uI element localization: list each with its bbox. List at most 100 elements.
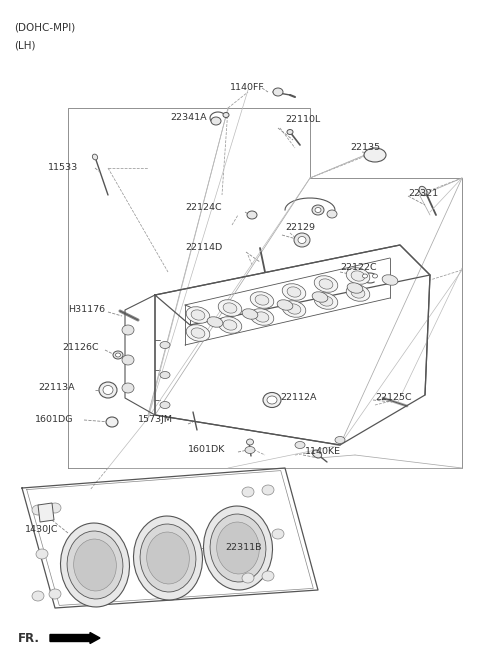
Ellipse shape: [160, 401, 170, 409]
Ellipse shape: [250, 292, 274, 308]
Text: 1140FF: 1140FF: [230, 83, 265, 93]
Text: 22124C: 22124C: [185, 203, 222, 213]
Ellipse shape: [287, 304, 301, 314]
Ellipse shape: [191, 310, 205, 320]
Ellipse shape: [247, 211, 257, 219]
Text: 1601DG: 1601DG: [35, 415, 73, 425]
Ellipse shape: [267, 396, 277, 404]
Text: (DOHC-MPI): (DOHC-MPI): [14, 23, 75, 33]
Text: 1430JC: 1430JC: [25, 525, 59, 535]
Ellipse shape: [419, 187, 427, 196]
Text: 1140KE: 1140KE: [305, 448, 341, 456]
Ellipse shape: [335, 437, 345, 444]
Ellipse shape: [210, 514, 266, 582]
Text: 22110L: 22110L: [285, 115, 320, 125]
Text: 22341A: 22341A: [170, 113, 206, 123]
Text: 22113A: 22113A: [38, 384, 74, 393]
Ellipse shape: [247, 439, 253, 445]
Text: 22114D: 22114D: [185, 244, 222, 252]
Ellipse shape: [216, 522, 259, 574]
Ellipse shape: [242, 309, 258, 319]
Ellipse shape: [372, 274, 377, 278]
Ellipse shape: [67, 531, 123, 599]
Text: 1573JM: 1573JM: [138, 415, 173, 425]
Ellipse shape: [49, 589, 61, 599]
Ellipse shape: [204, 506, 273, 590]
Ellipse shape: [113, 351, 123, 359]
Ellipse shape: [140, 524, 196, 592]
Ellipse shape: [263, 393, 281, 407]
Ellipse shape: [287, 287, 301, 297]
Ellipse shape: [277, 300, 293, 310]
Ellipse shape: [347, 282, 363, 293]
FancyArrow shape: [50, 633, 100, 643]
Ellipse shape: [116, 353, 120, 357]
Text: H31176: H31176: [68, 305, 105, 315]
Ellipse shape: [122, 355, 134, 365]
Ellipse shape: [207, 317, 223, 327]
Ellipse shape: [36, 549, 48, 559]
Text: 22112A: 22112A: [280, 393, 316, 403]
Text: 22321: 22321: [408, 189, 438, 199]
Ellipse shape: [160, 372, 170, 378]
Text: 11533: 11533: [48, 164, 78, 172]
Ellipse shape: [327, 210, 337, 218]
Ellipse shape: [346, 268, 370, 285]
Ellipse shape: [314, 293, 338, 309]
Text: FR.: FR.: [18, 631, 40, 645]
Ellipse shape: [92, 154, 97, 160]
Ellipse shape: [282, 284, 306, 301]
Ellipse shape: [351, 288, 365, 298]
Ellipse shape: [147, 532, 189, 584]
Ellipse shape: [255, 312, 269, 322]
Text: 22129: 22129: [285, 223, 315, 232]
Ellipse shape: [191, 328, 205, 338]
Ellipse shape: [362, 274, 368, 278]
Ellipse shape: [186, 325, 210, 342]
Text: (LH): (LH): [14, 41, 36, 51]
Ellipse shape: [364, 148, 386, 162]
Ellipse shape: [351, 271, 365, 281]
Ellipse shape: [32, 591, 44, 601]
Ellipse shape: [160, 342, 170, 348]
Text: 22135: 22135: [350, 144, 380, 152]
Ellipse shape: [99, 382, 117, 398]
Ellipse shape: [319, 279, 333, 289]
Text: 22125C: 22125C: [375, 393, 412, 403]
Text: 1601DK: 1601DK: [188, 446, 226, 454]
Ellipse shape: [73, 539, 116, 591]
Ellipse shape: [211, 117, 221, 125]
Ellipse shape: [282, 301, 306, 317]
Ellipse shape: [287, 130, 293, 134]
Ellipse shape: [122, 325, 134, 335]
Ellipse shape: [298, 236, 306, 244]
Ellipse shape: [262, 571, 274, 581]
Ellipse shape: [122, 383, 134, 393]
Ellipse shape: [315, 207, 321, 213]
Text: 22122C: 22122C: [340, 264, 377, 272]
Ellipse shape: [60, 523, 130, 607]
Ellipse shape: [312, 292, 328, 302]
Ellipse shape: [250, 309, 274, 325]
Ellipse shape: [49, 503, 61, 513]
Text: 21126C: 21126C: [62, 344, 98, 352]
Ellipse shape: [106, 417, 118, 427]
Ellipse shape: [245, 446, 255, 454]
Ellipse shape: [262, 485, 274, 495]
Ellipse shape: [186, 307, 210, 323]
Ellipse shape: [346, 285, 370, 301]
Ellipse shape: [218, 317, 242, 333]
Ellipse shape: [255, 295, 269, 305]
Ellipse shape: [319, 296, 333, 306]
Text: 22311B: 22311B: [225, 544, 262, 552]
Ellipse shape: [242, 487, 254, 497]
Ellipse shape: [32, 505, 44, 515]
Ellipse shape: [312, 450, 322, 458]
Ellipse shape: [242, 573, 254, 583]
Ellipse shape: [273, 88, 283, 96]
Ellipse shape: [314, 276, 338, 293]
Ellipse shape: [272, 529, 284, 539]
Ellipse shape: [223, 113, 229, 117]
Ellipse shape: [382, 275, 398, 285]
Ellipse shape: [223, 320, 237, 330]
